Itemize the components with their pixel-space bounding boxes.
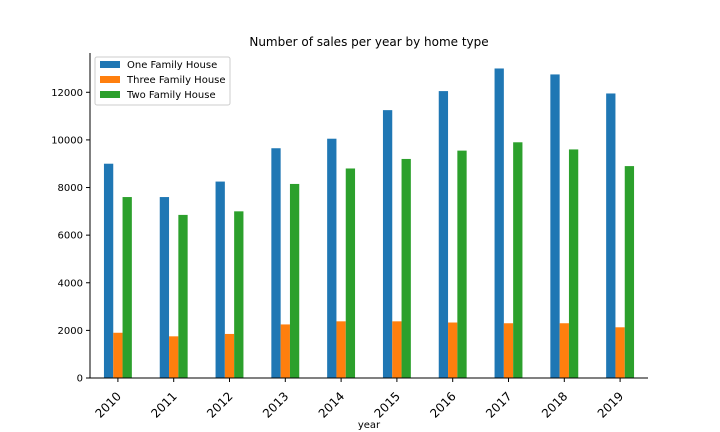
y-tick-label: 8000	[58, 183, 83, 194]
bar-two-family-house-2013	[289, 183, 300, 378]
bar-three-family-house-2010	[113, 332, 123, 378]
chart-title: Number of sales per year by home type	[249, 35, 488, 49]
y-tick-label: 6000	[58, 231, 83, 242]
bar-one-family-house-2012	[215, 181, 225, 378]
bar-two-family-house-2018	[568, 149, 579, 378]
bar-three-family-house-2018	[559, 323, 569, 378]
legend-label: Three Family House	[126, 75, 226, 86]
bar-one-family-house-2010	[103, 163, 114, 378]
bar-three-family-house-2017	[503, 323, 514, 378]
bar-three-family-house-2012	[224, 333, 235, 378]
x-tick-label: 2015	[372, 389, 403, 420]
legend-frame	[94, 56, 231, 106]
bar-two-family-house-2010	[122, 197, 132, 378]
bar-two-family-house-2017	[513, 142, 523, 378]
bar-three-family-house-2013	[280, 324, 290, 378]
y-tick-label: 2000	[58, 326, 83, 337]
bar-one-family-house-2013	[271, 148, 281, 378]
y-tick-label: 4000	[58, 278, 83, 289]
legend-swatch	[100, 91, 120, 98]
bar-two-family-house-2015	[401, 158, 411, 378]
bar-one-family-house-2016	[438, 91, 449, 378]
x-tick-label: 2011	[148, 389, 179, 420]
x-tick-label: 2018	[539, 389, 570, 420]
bar-one-family-house-2015	[382, 110, 393, 378]
legend: One Family House Three Family House Two Fa…	[94, 56, 231, 106]
bar-three-family-house-2016	[448, 322, 458, 378]
x-tick-label: 2012	[204, 389, 235, 420]
x-tick-label: 2013	[260, 389, 291, 420]
y-tick-label: 0	[77, 374, 83, 385]
bar-three-family-house-2015	[392, 321, 402, 378]
bar-one-family-house-2017	[494, 68, 504, 378]
bar-three-family-house-2014	[336, 321, 346, 378]
x-tick-label: 2014	[316, 389, 347, 420]
bar-three-family-house-2011	[169, 336, 179, 378]
bar-two-family-house-2014	[345, 168, 356, 378]
x-tick-label: 2010	[93, 389, 124, 420]
bar-one-family-house-2019	[606, 93, 616, 378]
legend-swatch	[100, 76, 120, 83]
bar-two-family-house-2012	[234, 211, 244, 378]
x-tick-label: 2019	[595, 389, 626, 420]
y-tick-label: 12000	[51, 88, 83, 99]
bar-one-family-house-2014	[327, 138, 337, 378]
y-tick-label: 10000	[51, 135, 83, 146]
x-axis-label: year	[358, 420, 381, 431]
legend-swatch	[100, 61, 120, 68]
bar-three-family-house-2019	[615, 327, 625, 378]
bar-two-family-house-2019	[624, 166, 635, 378]
y-ticks: 0 2000 4000 6000 8000 10000 12000	[51, 88, 90, 385]
bar-one-family-house-2011	[159, 197, 170, 378]
bar-two-family-house-2011	[178, 214, 188, 378]
bar-two-family-house-2016	[457, 150, 467, 378]
x-tick-label: 2016	[427, 389, 458, 420]
bar-one-family-house-2018	[550, 74, 560, 379]
axes-layer	[89, 53, 648, 379]
x-tick-label: 2017	[483, 389, 514, 420]
x-ticks: 2010 2011 2012 2013 2014 2015 2016 2017 2018 2019	[93, 378, 626, 421]
legend-label: Two Family House	[126, 90, 216, 101]
bars-layer	[103, 68, 635, 379]
legend-label: One Family House	[127, 60, 217, 71]
